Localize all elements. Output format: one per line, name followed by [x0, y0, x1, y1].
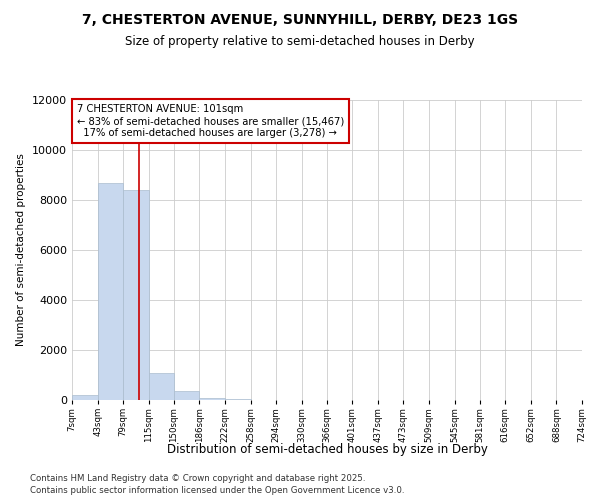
Text: Size of property relative to semi-detached houses in Derby: Size of property relative to semi-detach… [125, 35, 475, 48]
Text: Contains public sector information licensed under the Open Government Licence v3: Contains public sector information licen… [30, 486, 404, 495]
Text: Contains HM Land Registry data © Crown copyright and database right 2025.: Contains HM Land Registry data © Crown c… [30, 474, 365, 483]
Bar [199, 398, 225, 400]
Bar [98, 182, 123, 400]
Text: Distribution of semi-detached houses by size in Derby: Distribution of semi-detached houses by … [167, 442, 487, 456]
Bar [225, 399, 251, 400]
Text: 7 CHESTERTON AVENUE: 101sqm
← 83% of semi-detached houses are smaller (15,467)
 : 7 CHESTERTON AVENUE: 101sqm ← 83% of sem… [77, 104, 344, 138]
Bar [174, 391, 199, 400]
Bar [123, 190, 149, 400]
Bar [149, 372, 174, 400]
Bar [72, 395, 98, 400]
Y-axis label: Number of semi-detached properties: Number of semi-detached properties [16, 154, 26, 346]
Text: 7, CHESTERTON AVENUE, SUNNYHILL, DERBY, DE23 1GS: 7, CHESTERTON AVENUE, SUNNYHILL, DERBY, … [82, 12, 518, 26]
